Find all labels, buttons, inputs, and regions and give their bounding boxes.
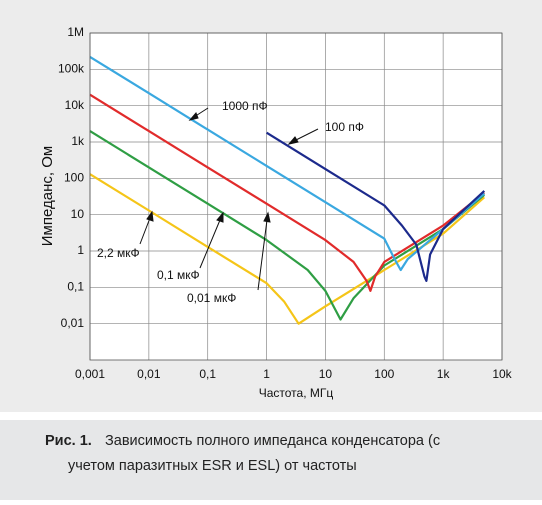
lines — [89, 55, 486, 325]
series-line — [89, 55, 486, 272]
arrowhead — [188, 112, 199, 121]
arrow — [293, 128, 319, 142]
y-tick-label: 0,01 — [61, 316, 85, 330]
arrow — [257, 219, 268, 291]
x-tick-label: 1 — [263, 367, 270, 381]
arrow — [139, 217, 151, 245]
series-label: 0,01 мкФ — [187, 291, 236, 305]
x-tick-label: 10k — [492, 367, 512, 381]
series-line — [266, 131, 486, 282]
arrowhead — [287, 136, 299, 145]
caption-text: Зависимость полного импеданса конденсато… — [105, 433, 440, 449]
series-line — [89, 130, 486, 321]
arrowhead — [146, 210, 154, 222]
x-axis-label: Частота, МГц — [259, 386, 334, 400]
caption-label: Рис. 1. — [45, 433, 92, 449]
series-label: 1000 пФ — [222, 99, 268, 113]
y-tick-label: 100 — [64, 171, 84, 185]
y-tick-label: 1 — [77, 243, 84, 257]
caption-panel — [0, 420, 542, 500]
x-tick-label: 100 — [374, 367, 394, 381]
y-tick-label: 1k — [71, 134, 85, 148]
arrow — [199, 219, 221, 269]
y-axis-label: Импеданс, Ом — [39, 146, 56, 246]
x-tick-label: 0,01 — [137, 367, 161, 381]
series-label: 0,1 мкФ — [157, 268, 200, 282]
annotation-arrows — [139, 107, 319, 291]
plot-frame — [89, 32, 503, 361]
x-tick-label: 10 — [319, 367, 333, 381]
x-tick-label: 1k — [437, 367, 451, 381]
x-tick-label: 0,1 — [199, 367, 216, 381]
y-tick-label: 10k — [65, 98, 85, 112]
y-tick-label: 100k — [58, 62, 85, 76]
x-tick-label: 0,001 — [75, 367, 105, 381]
plot-area — [90, 33, 502, 360]
y-tick-label: 0,1 — [67, 280, 84, 294]
y-tick-label: 10 — [71, 207, 85, 221]
series-label: 2,2 мкФ — [97, 246, 140, 260]
arrowhead — [216, 211, 224, 223]
series-line — [89, 173, 486, 325]
caption-text: учетом паразитных ESR и ESL) от частоты — [68, 458, 357, 474]
series-label: 100 пФ — [325, 120, 364, 134]
arrowhead — [263, 211, 271, 223]
y-tick-label: 1M — [67, 25, 84, 39]
